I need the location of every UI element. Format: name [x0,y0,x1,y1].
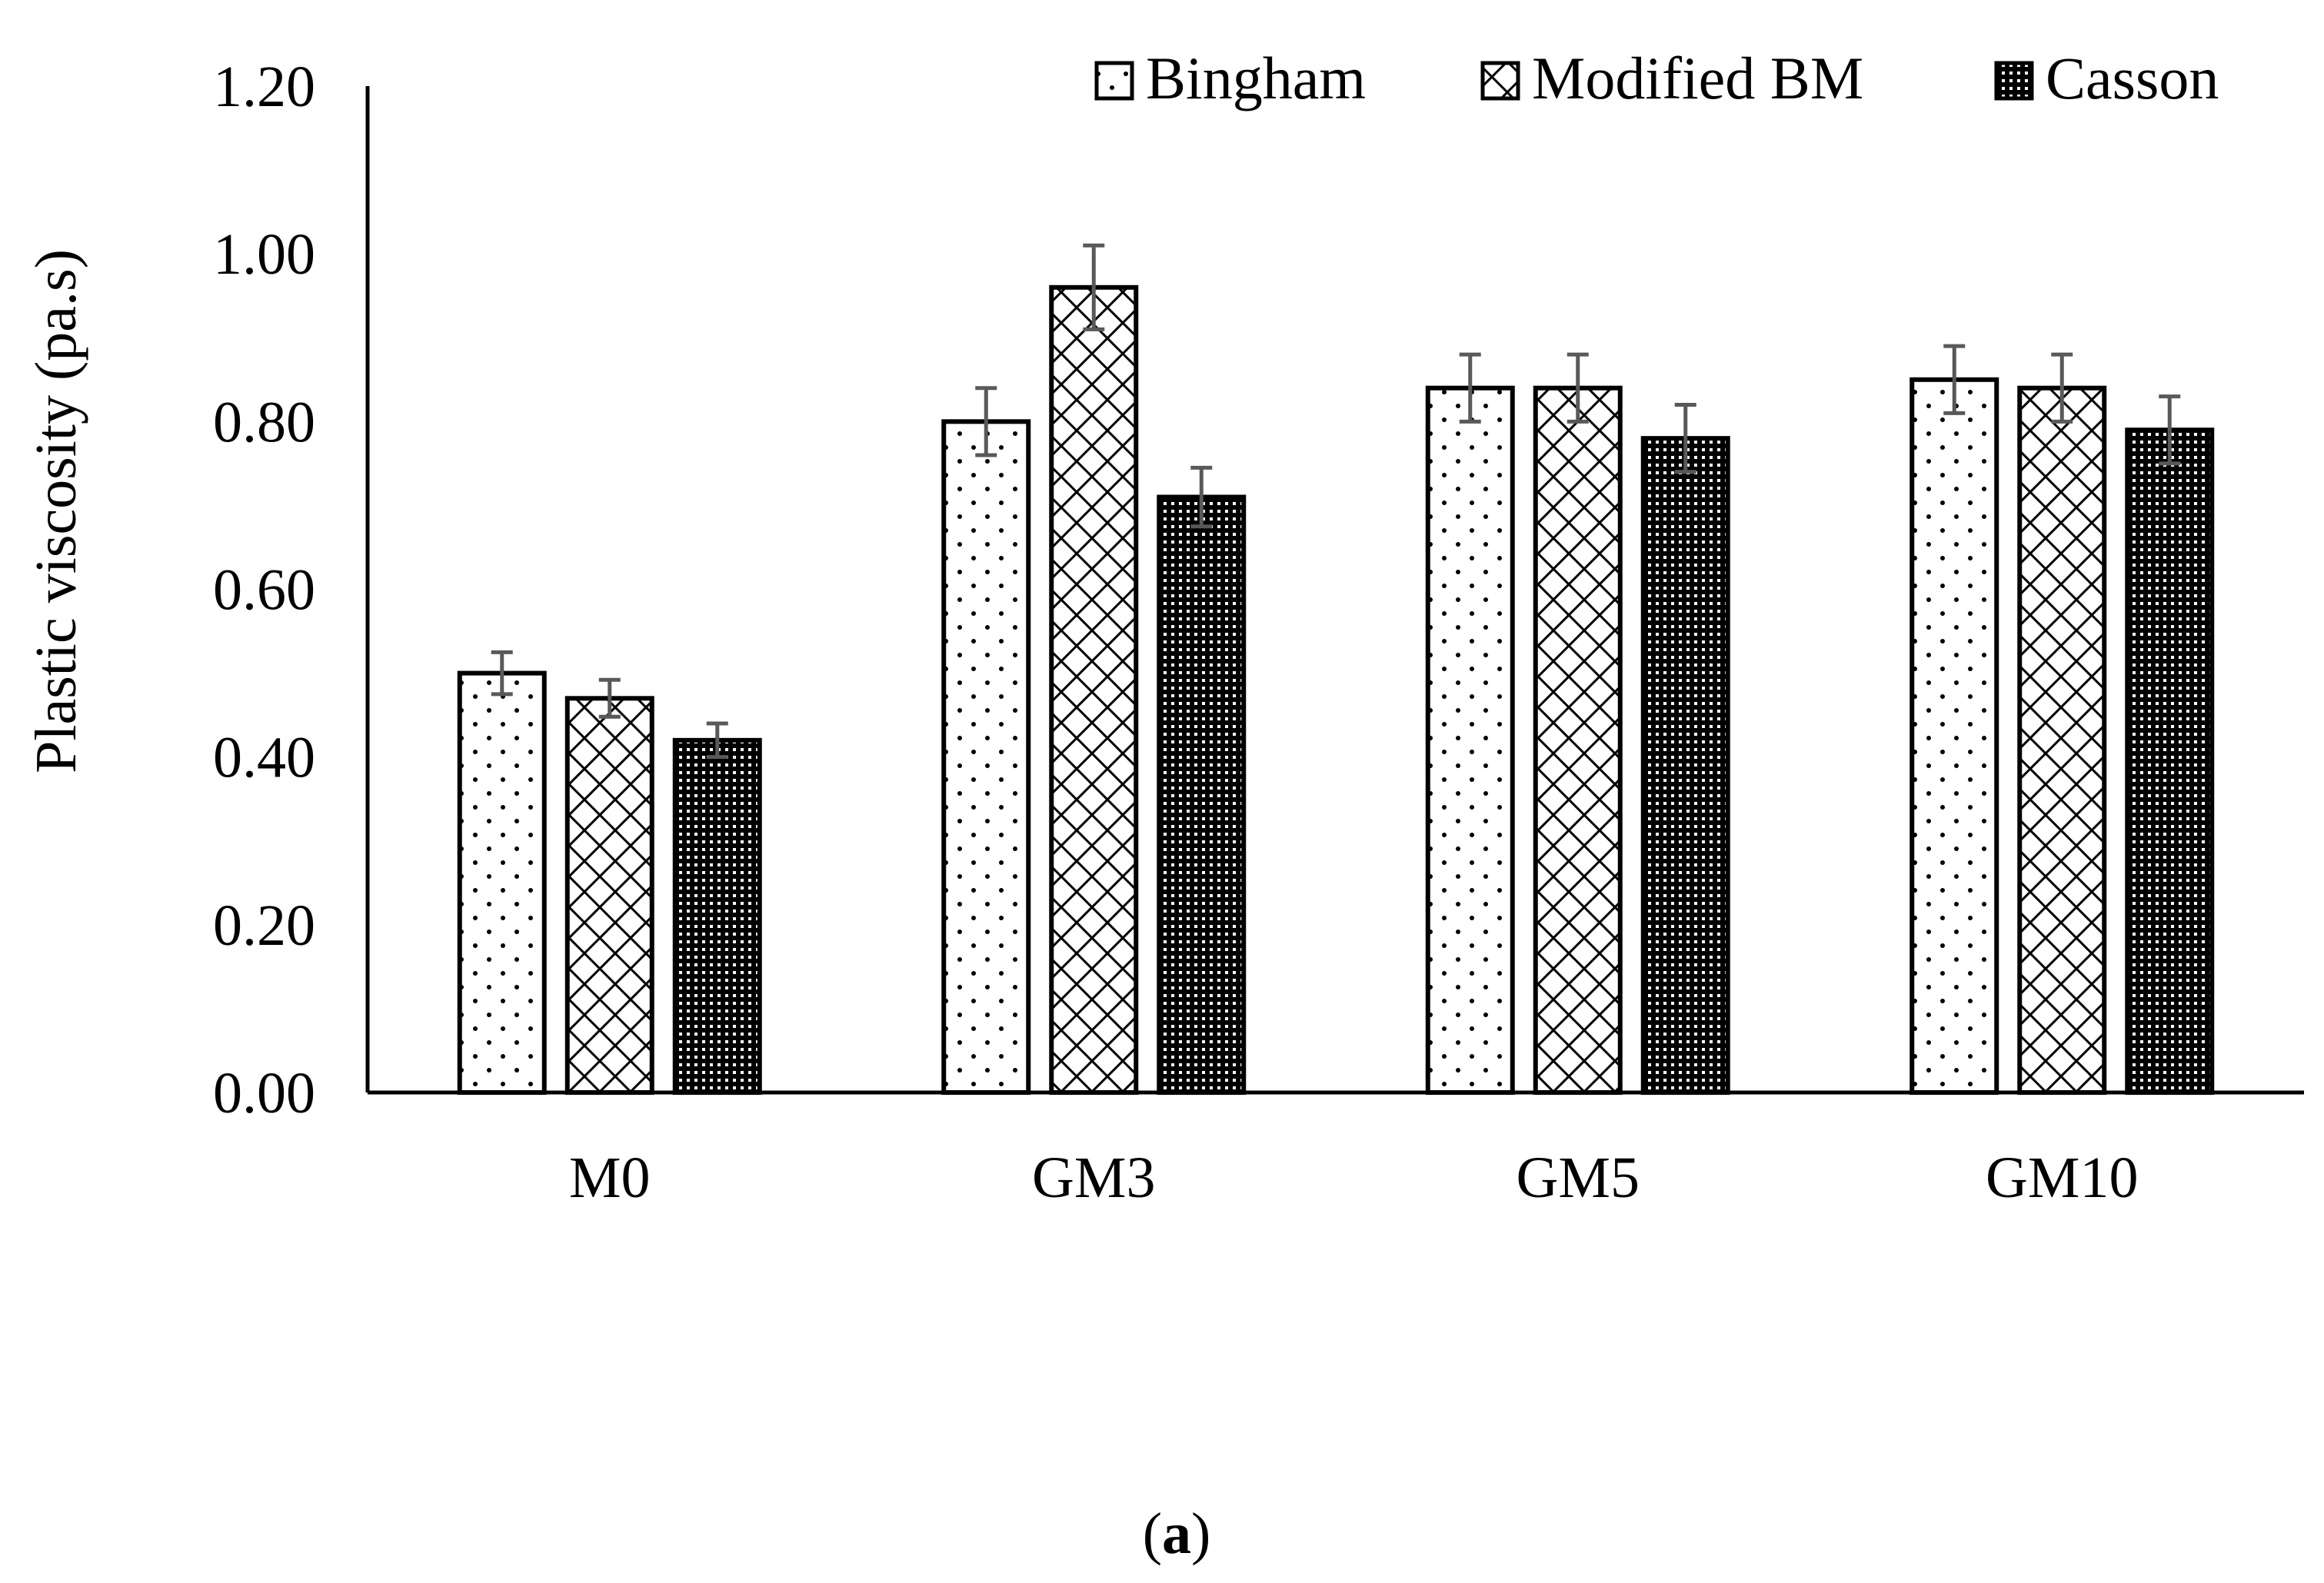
y-axis-ticks: 0.00 0.20 0.40 0.60 0.80 1.00 1.20 [213,55,315,1126]
y-axis-title: Plastic viscosity (pa.s) [24,249,88,773]
legend-item-casson: Casson [1994,45,2219,111]
legend-label-modified-bm: Modified BM [1532,45,1863,111]
caption-close: ) [1191,1502,1210,1566]
y-tick-label: 0.40 [213,726,315,790]
caption-open: ( [1143,1502,1162,1566]
error-bar-casson-gm3 [1190,465,1213,529]
legend-item-bingham: Bingham [1094,45,1366,111]
x-tick-label-gm5: GM5 [1517,1146,1640,1210]
error-bar-modified-bm-gm5 [1567,352,1589,424]
svg-text:(a): (a) [1143,1502,1211,1566]
legend-swatch-casson [1994,61,2034,101]
bar-casson-gm5 [1640,436,1730,1095]
bars [457,284,2215,1095]
y-tick-label: 0.60 [213,558,315,623]
bar-casson-gm10 [2125,427,2215,1095]
error-bar-bingham-gm5 [1459,352,1481,424]
bar-bingham-gm10 [1909,377,1999,1095]
error-bar-casson-m0 [706,721,728,760]
error-bar-bingham-m0 [491,650,513,697]
legend-item-modified-bm: Modified BM [1480,45,1863,111]
y-axis-label: Plastic viscosity (pa.s) [24,249,88,773]
bar-modified-bm-gm5 [1533,385,1623,1095]
legend-label-casson: Casson [2046,45,2219,111]
error-bar-modified-bm-m0 [598,677,621,719]
legend-label-bingham: Bingham [1146,45,1366,111]
error-bar-bingham-gm10 [1943,344,1966,415]
x-axis-ticks: M0 GM3 GM5 GM10 [569,1146,2139,1210]
y-tick-label: 0.00 [213,1061,315,1126]
x-tick-label-gm10: GM10 [1986,1146,2138,1210]
bar-modified-bm-gm10 [2017,385,2107,1095]
bar-bingham-gm5 [1425,385,1515,1095]
x-tick-label-m0: M0 [569,1146,651,1210]
y-tick-label: 1.20 [213,55,315,119]
legend: Bingham Modified BM Casson [1094,45,2219,111]
y-tick-label: 0.80 [213,390,315,454]
bar-casson-gm3 [1157,494,1247,1095]
error-bar-modified-bm-gm10 [2051,352,2073,424]
error-bars [491,243,2181,760]
y-tick-label: 0.20 [213,893,315,958]
bar-modified-bm-m0 [564,696,654,1095]
legend-swatch-modified-bm [1480,61,1520,101]
caption-letter: a [1162,1502,1191,1566]
y-tick-label: 1.00 [213,222,315,287]
bar-bingham-gm3 [941,419,1031,1095]
error-bar-modified-bm-gm3 [1083,243,1105,331]
bar-casson-m0 [672,737,762,1095]
bar-modified-bm-gm3 [1049,284,1139,1095]
figure-caption: (a) [1143,1502,1211,1566]
error-bar-casson-gm5 [1674,403,1696,474]
error-bar-casson-gm10 [2159,394,2181,466]
error-bar-bingham-gm3 [975,386,997,457]
bar-bingham-m0 [457,670,547,1095]
legend-swatch-bingham [1094,61,1134,101]
x-tick-label-gm3: GM3 [1032,1146,1155,1210]
